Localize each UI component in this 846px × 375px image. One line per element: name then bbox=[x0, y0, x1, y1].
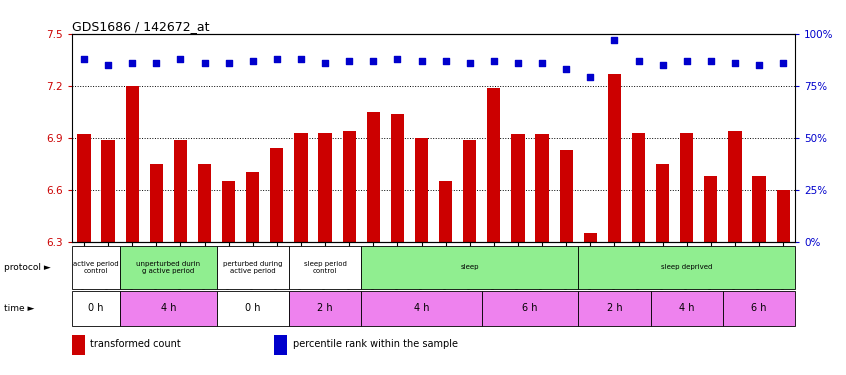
Bar bbox=[120, 291, 217, 326]
Point bbox=[77, 56, 91, 62]
Bar bbox=[651, 291, 722, 326]
Text: protocol ►: protocol ► bbox=[4, 263, 51, 272]
Text: perturbed during
active period: perturbed during active period bbox=[223, 261, 283, 274]
Bar bbox=[607, 74, 621, 242]
Point bbox=[294, 56, 308, 62]
Bar bbox=[288, 246, 361, 289]
Bar bbox=[415, 138, 428, 242]
Text: sleep period
control: sleep period control bbox=[304, 261, 347, 274]
Bar bbox=[366, 112, 380, 242]
Bar bbox=[270, 148, 283, 242]
Bar bbox=[343, 131, 356, 242]
Point bbox=[198, 60, 212, 66]
Text: time ►: time ► bbox=[4, 304, 35, 313]
Text: percentile rank within the sample: percentile rank within the sample bbox=[293, 339, 458, 350]
Point bbox=[150, 60, 163, 66]
Text: 2 h: 2 h bbox=[607, 303, 622, 313]
Point bbox=[125, 60, 139, 66]
Point bbox=[391, 56, 404, 62]
Point bbox=[728, 60, 742, 66]
Bar bbox=[361, 246, 578, 289]
Point bbox=[318, 60, 332, 66]
Point bbox=[366, 58, 380, 64]
Point bbox=[246, 58, 260, 64]
Text: 6 h: 6 h bbox=[522, 303, 538, 313]
Point bbox=[439, 58, 453, 64]
Text: 6 h: 6 h bbox=[751, 303, 766, 313]
Bar bbox=[578, 291, 651, 326]
Bar bbox=[559, 150, 573, 242]
Point bbox=[102, 62, 115, 68]
Bar bbox=[150, 164, 163, 242]
Bar bbox=[198, 164, 212, 242]
Bar bbox=[722, 291, 795, 326]
Point bbox=[270, 56, 283, 62]
Bar bbox=[288, 291, 361, 326]
Point bbox=[656, 62, 669, 68]
Bar bbox=[217, 246, 288, 289]
Bar bbox=[777, 190, 790, 242]
Text: transformed count: transformed count bbox=[90, 339, 181, 350]
Bar bbox=[680, 133, 694, 242]
Point bbox=[511, 60, 525, 66]
Text: 0 h: 0 h bbox=[245, 303, 261, 313]
Text: sleep: sleep bbox=[460, 264, 479, 270]
Point bbox=[536, 60, 549, 66]
Bar bbox=[536, 134, 549, 242]
Bar bbox=[217, 291, 288, 326]
Point bbox=[173, 56, 187, 62]
Bar bbox=[481, 291, 578, 326]
Point bbox=[584, 75, 597, 81]
Text: active period
control: active period control bbox=[74, 261, 118, 274]
Point bbox=[607, 37, 621, 43]
Point bbox=[704, 58, 717, 64]
Bar bbox=[578, 246, 795, 289]
Bar bbox=[173, 140, 187, 242]
Bar bbox=[274, 334, 288, 355]
Text: 4 h: 4 h bbox=[414, 303, 429, 313]
Bar bbox=[120, 246, 217, 289]
Bar bbox=[318, 133, 332, 242]
Bar bbox=[72, 246, 120, 289]
Bar bbox=[222, 181, 235, 242]
Bar bbox=[511, 134, 525, 242]
Bar bbox=[632, 133, 645, 242]
Text: 2 h: 2 h bbox=[317, 303, 332, 313]
Bar bbox=[704, 176, 717, 242]
Point bbox=[752, 62, 766, 68]
Text: GDS1686 / 142672_at: GDS1686 / 142672_at bbox=[72, 20, 210, 33]
Point bbox=[632, 58, 645, 64]
Point bbox=[487, 58, 501, 64]
Bar bbox=[125, 86, 139, 242]
Point bbox=[222, 60, 235, 66]
Bar bbox=[246, 172, 260, 242]
Bar bbox=[77, 134, 91, 242]
Bar bbox=[752, 176, 766, 242]
Point bbox=[415, 58, 428, 64]
Text: 4 h: 4 h bbox=[679, 303, 695, 313]
Bar bbox=[584, 233, 597, 242]
Text: sleep deprived: sleep deprived bbox=[661, 264, 712, 270]
Point bbox=[777, 60, 790, 66]
Bar bbox=[487, 87, 501, 242]
Bar bbox=[463, 140, 476, 242]
Bar bbox=[656, 164, 669, 242]
Bar bbox=[294, 133, 308, 242]
Bar bbox=[72, 291, 120, 326]
Bar bbox=[361, 291, 481, 326]
Bar bbox=[391, 114, 404, 242]
Bar bbox=[102, 140, 115, 242]
Point bbox=[463, 60, 476, 66]
Point bbox=[559, 66, 573, 72]
Bar bbox=[439, 181, 453, 242]
Text: unperturbed durin
g active period: unperturbed durin g active period bbox=[136, 261, 201, 274]
Point bbox=[343, 58, 356, 64]
Point bbox=[680, 58, 694, 64]
Bar bbox=[728, 131, 742, 242]
Bar bbox=[72, 334, 85, 355]
Text: 0 h: 0 h bbox=[88, 303, 104, 313]
Text: 4 h: 4 h bbox=[161, 303, 176, 313]
